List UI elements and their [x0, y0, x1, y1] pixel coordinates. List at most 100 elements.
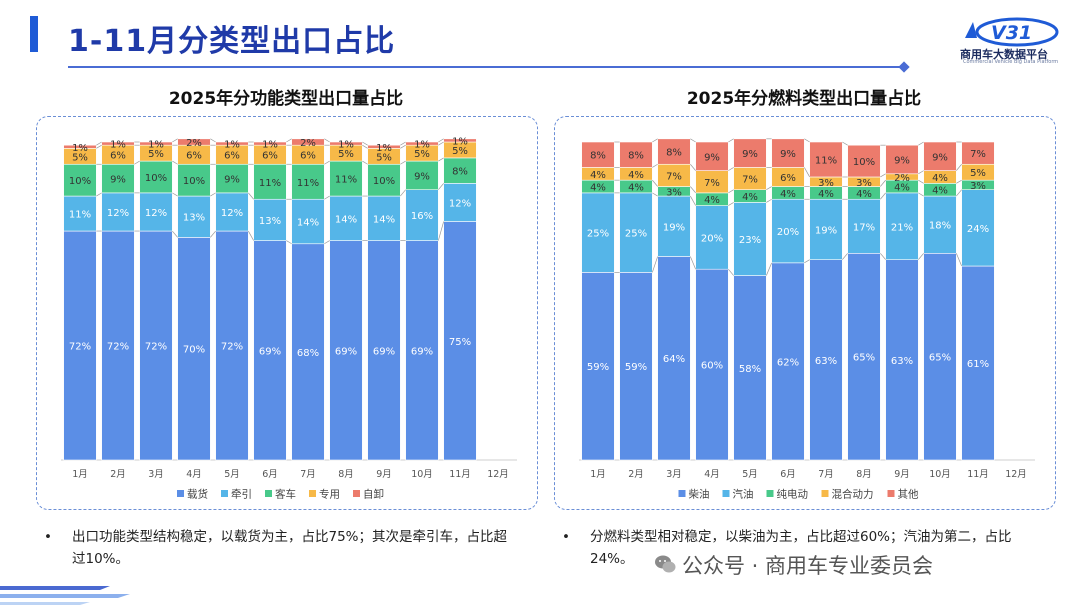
x-tick-label: 11月	[967, 469, 989, 480]
bar-segment	[443, 138, 477, 143]
data-label: 9%	[742, 149, 758, 160]
data-label: 63%	[891, 356, 913, 367]
right-note: • 分燃料类型相对稳定，以柴油为主，占比超过60%；汽油为第二，占比24%。	[562, 526, 1030, 570]
data-label: 9%	[110, 175, 126, 186]
series-connector-line	[362, 144, 368, 149]
bar-segment	[885, 144, 919, 175]
bar-segment	[847, 144, 881, 178]
bar-segment	[581, 272, 615, 461]
data-label: 1%	[262, 140, 278, 151]
data-label: 9%	[224, 175, 240, 186]
series-connector-line	[690, 256, 696, 270]
data-label: 1%	[414, 140, 430, 151]
data-label: 1%	[72, 143, 88, 154]
data-label: 62%	[777, 357, 799, 368]
data-label: 11%	[297, 178, 319, 189]
bar-segment	[253, 163, 287, 200]
data-label: 75%	[449, 337, 471, 348]
bar-segment	[771, 138, 805, 168]
data-label: 1%	[452, 136, 468, 147]
legend-swatch	[821, 490, 829, 497]
series-connector-line	[690, 164, 696, 171]
data-label: 21%	[891, 222, 913, 233]
data-label: 5%	[452, 146, 468, 157]
series-connector-line	[956, 179, 962, 184]
series-connector-line	[324, 160, 330, 165]
series-connector-line	[248, 230, 254, 241]
bar-segment	[405, 189, 439, 241]
bar-segment	[253, 198, 287, 241]
series-connector-line	[400, 189, 406, 197]
data-label: 8%	[628, 151, 644, 162]
data-label: 25%	[587, 229, 609, 240]
bar-segment	[619, 141, 653, 168]
legend-swatch	[353, 490, 360, 497]
data-label: 69%	[411, 346, 433, 357]
data-label: 13%	[183, 213, 205, 224]
bar-segment	[329, 240, 363, 461]
bar-segment	[101, 163, 135, 194]
data-label: 5%	[970, 168, 986, 179]
data-label: 7%	[666, 171, 682, 182]
series-connector-line	[690, 138, 696, 143]
data-label: 10%	[145, 173, 167, 184]
data-label: 11%	[259, 178, 281, 189]
bar-segment	[961, 265, 995, 461]
bar-segment	[581, 192, 615, 273]
data-label: 1%	[338, 140, 354, 151]
bar-segment	[215, 141, 249, 146]
series-connector-line	[438, 221, 444, 241]
series-connector-line	[766, 186, 772, 191]
bar-segment	[961, 141, 995, 165]
series-connector-line	[880, 192, 886, 200]
series-connector-line	[880, 173, 886, 178]
data-label: 6%	[224, 151, 240, 162]
bar-segment	[443, 221, 477, 461]
bar-segment	[139, 141, 173, 146]
right-note-bullet: •	[562, 529, 570, 545]
data-label: 5%	[376, 152, 392, 163]
right-note-text: 分燃料类型相对稳定，以柴油为主，占比超过60%；汽油为第二，占比24%。	[590, 529, 1012, 567]
function-type-chart: 1月72%11%10%5%1%2月72%12%9%6%1%3月72%12%10%…	[61, 136, 517, 501]
data-label: 11%	[69, 210, 91, 221]
left-note-bullet: •	[44, 529, 52, 545]
series-connector-line	[804, 138, 810, 143]
data-label: 61%	[967, 359, 989, 370]
bar-segment	[177, 237, 211, 461]
legend-swatch	[887, 490, 895, 497]
legend-label: 载货	[187, 488, 208, 501]
series-connector-line	[842, 141, 848, 146]
data-label: 1%	[110, 140, 126, 151]
data-label: 4%	[894, 183, 910, 194]
data-label: 9%	[414, 171, 430, 182]
logo-name: 商用车大数据平台	[960, 48, 1048, 61]
data-label: 12%	[145, 208, 167, 219]
legend-swatch	[309, 490, 316, 497]
x-tick-label: 4月	[704, 469, 720, 480]
x-tick-label: 2月	[628, 469, 644, 480]
data-label: 19%	[815, 225, 837, 236]
series-connector-line	[286, 240, 292, 245]
series-connector-line	[438, 138, 444, 143]
x-tick-label: 10月	[929, 469, 951, 480]
data-label: 23%	[739, 235, 761, 246]
legend-swatch	[766, 490, 774, 497]
data-label: 6%	[262, 151, 278, 162]
data-label: 4%	[818, 189, 834, 200]
bar-segment	[733, 138, 767, 168]
data-label: 19%	[663, 222, 685, 233]
data-label: 1%	[148, 140, 164, 151]
legend-label: 柴油	[689, 488, 710, 501]
data-label: 72%	[145, 342, 167, 353]
bar-segment	[581, 141, 615, 168]
bar-segment	[63, 144, 97, 149]
data-label: 7%	[742, 175, 758, 186]
series-connector-line	[400, 141, 406, 146]
series-connector-line	[728, 202, 734, 206]
series-connector-line	[728, 167, 734, 171]
bar-segment	[771, 262, 805, 461]
data-label: 72%	[107, 342, 129, 353]
title-accent-bar	[30, 16, 38, 52]
legend-label: 牵引	[231, 488, 252, 501]
data-label: 4%	[932, 173, 948, 184]
